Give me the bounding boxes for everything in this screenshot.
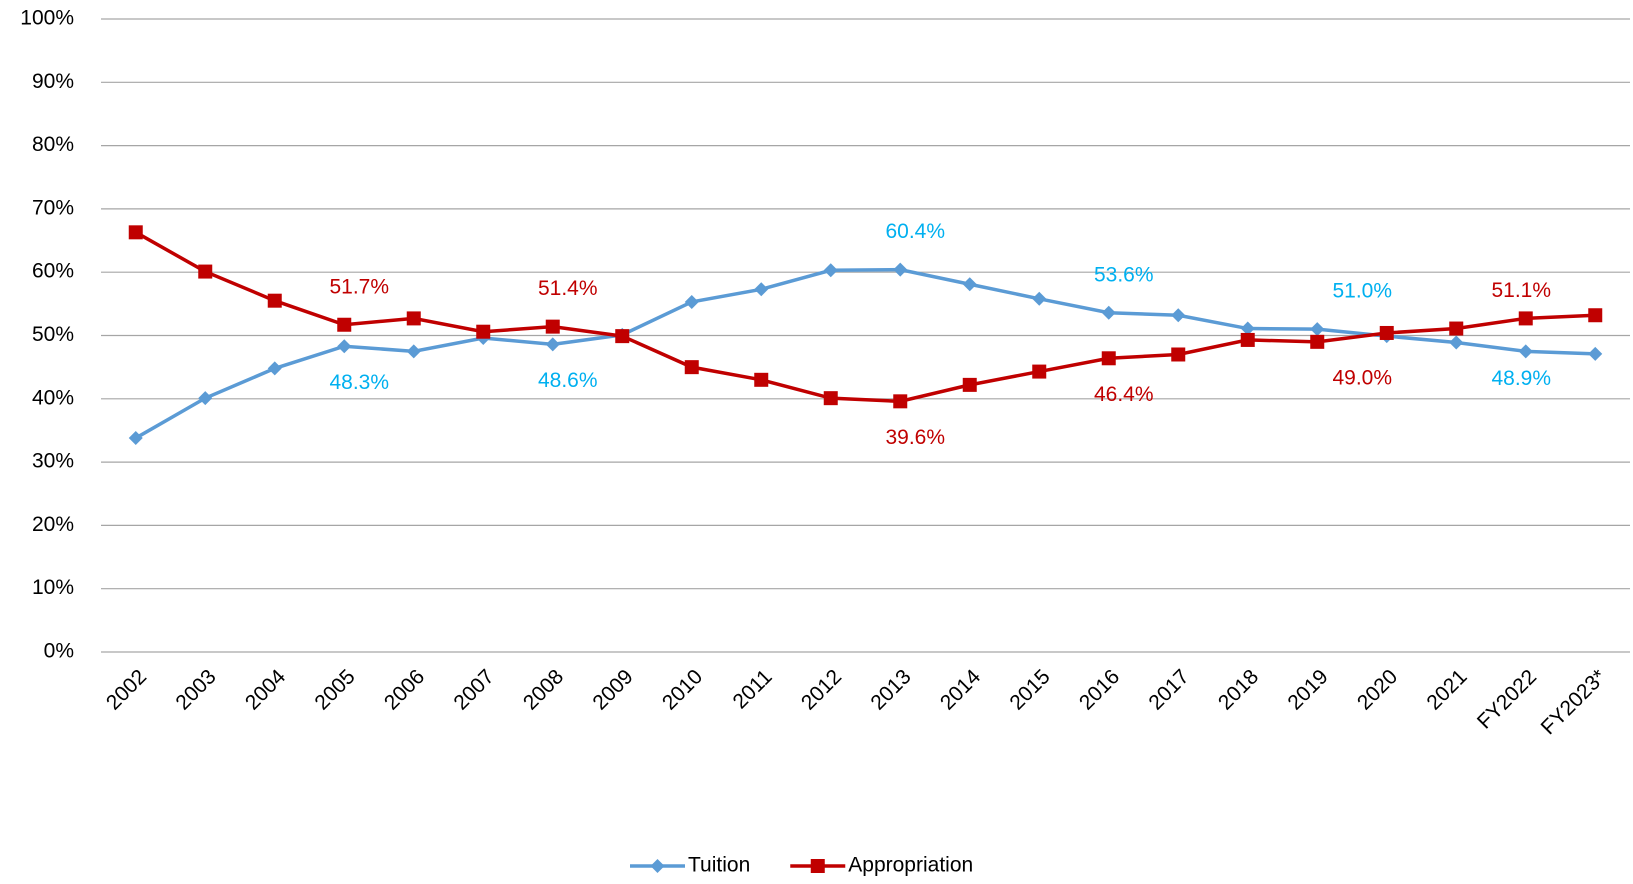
tuition-marker	[1171, 308, 1186, 323]
appropriation-marker	[615, 329, 630, 344]
x-tick-label: 2006	[380, 665, 429, 714]
appropriation-marker	[1310, 334, 1325, 349]
data-label: 51.4%	[538, 277, 598, 300]
appropriation-marker	[128, 225, 143, 240]
tuition-marker	[545, 337, 560, 352]
x-tick-label: 2017	[1144, 665, 1193, 714]
tuition-marker	[1240, 321, 1255, 336]
x-tick-label: 2007	[449, 665, 498, 714]
series-line	[134, 230, 1596, 404]
appropriation-marker	[823, 391, 838, 406]
appropriation-marker	[1240, 332, 1255, 347]
x-tick-label: 2020	[1353, 665, 1402, 714]
y-tick-label: 10%	[32, 576, 74, 599]
tuition-marker	[754, 282, 769, 297]
tuition-marker	[1101, 305, 1116, 320]
x-tick-label: 2019	[1283, 665, 1332, 714]
x-tick-label: 2015	[1005, 665, 1054, 714]
tuition-marker	[406, 344, 421, 359]
tuition-marker	[1518, 344, 1533, 359]
x-tick-label: FY2023*	[1537, 665, 1611, 739]
appropriation-marker	[1032, 364, 1047, 379]
x-tick-label: 2009	[588, 665, 637, 714]
x-tick-label: 2010	[658, 665, 707, 714]
legend-label: Appropriation	[848, 854, 973, 877]
y-tick-label: 80%	[32, 133, 74, 156]
data-label: 46.4%	[1094, 383, 1154, 406]
appropriation-marker	[1588, 308, 1603, 323]
x-tick-label: 2005	[310, 665, 359, 714]
appropriation-marker	[1449, 321, 1464, 336]
tuition-marker	[1449, 335, 1464, 350]
appropriation-marker	[198, 264, 213, 279]
series-line	[134, 267, 1596, 440]
appropriation-marker	[267, 293, 282, 308]
data-label: 39.6%	[885, 426, 945, 449]
y-tick-label: 70%	[32, 196, 74, 219]
tuition-marker	[1032, 291, 1047, 306]
y-tick-label: 40%	[32, 386, 74, 409]
y-tick-label: 30%	[32, 450, 74, 473]
tuition-marker	[1588, 346, 1603, 361]
appropriation-marker	[337, 317, 352, 332]
x-tick-label: 2011	[729, 665, 777, 713]
x-tick-label: 2008	[519, 665, 568, 714]
x-tick-label: 2016	[1075, 665, 1124, 714]
tuition-marker	[893, 262, 908, 277]
legend-label: Tuition	[688, 854, 750, 877]
appropriation-marker	[1101, 351, 1116, 366]
tuition-marker	[198, 391, 213, 406]
tuition-marker	[962, 277, 977, 292]
tuition-marker	[684, 294, 699, 309]
y-tick-label: 100%	[20, 7, 74, 30]
x-tick-label: 2012	[797, 665, 846, 714]
tuition-marker	[823, 263, 838, 278]
data-label: 51.0%	[1332, 280, 1392, 303]
x-tick-label: 2003	[171, 665, 220, 714]
appropriation-marker	[893, 394, 908, 409]
x-tick-label: 2014	[936, 665, 986, 715]
tuition-marker	[1310, 322, 1325, 337]
y-tick-label: 0%	[44, 640, 74, 663]
data-label: 48.6%	[538, 369, 598, 392]
y-tick-label: 20%	[32, 513, 74, 536]
legend-marker	[810, 859, 825, 873]
data-label: 51.1%	[1491, 279, 1551, 302]
legend-marker	[650, 859, 665, 873]
data-label: 51.7%	[329, 275, 389, 298]
x-tick-label: 2021	[1422, 665, 1471, 714]
tuition-marker	[337, 339, 352, 354]
data-label: 48.3%	[329, 371, 389, 394]
x-tick-label: 2013	[866, 665, 915, 714]
data-label: 60.4%	[885, 220, 945, 243]
x-tick-label: 2004	[241, 665, 291, 715]
appropriation-marker	[754, 372, 769, 387]
data-label: 49.0%	[1332, 366, 1392, 389]
y-tick-label: 90%	[32, 70, 74, 93]
appropriation-marker	[1379, 325, 1394, 340]
appropriation-marker	[406, 311, 421, 326]
x-tick-label: 2018	[1214, 665, 1263, 714]
appropriation-marker	[684, 360, 699, 375]
data-label: 48.9%	[1491, 367, 1551, 390]
tuition-marker	[267, 361, 282, 376]
appropriation-marker	[962, 377, 977, 392]
y-tick-label: 60%	[32, 260, 74, 283]
y-tick-label: 50%	[32, 323, 74, 346]
x-tick-label: 2002	[102, 665, 151, 714]
tuition-marker	[128, 431, 143, 446]
appropriation-marker	[1518, 311, 1533, 326]
appropriation-marker	[476, 324, 491, 339]
appropriation-marker	[545, 319, 560, 334]
data-label: 53.6%	[1094, 263, 1154, 286]
x-tick-label: FY2022	[1473, 665, 1541, 733]
appropriation-marker	[1171, 347, 1186, 362]
